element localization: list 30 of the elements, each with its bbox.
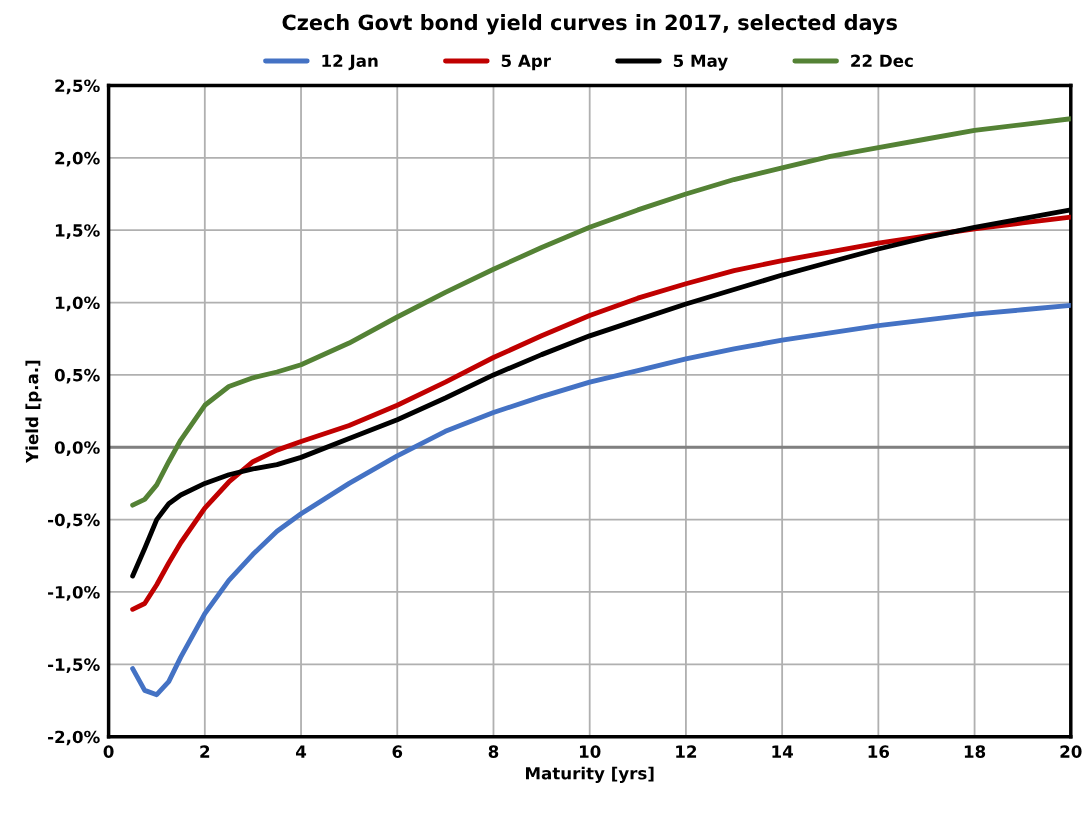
legend-label: 5 Apr [501, 54, 551, 71]
y-axis-title: Yield [p.a.] [25, 360, 42, 464]
x-tick-label: 16 [868, 745, 890, 758]
y-tick-label: -1,0% [48, 585, 100, 601]
x-tick-label: 8 [488, 745, 499, 758]
y-tick-label: 2,5% [55, 79, 100, 95]
x-axis-title: Maturity [yrs] [526, 766, 654, 783]
y-tick-label: -2,0% [48, 730, 100, 746]
y-tick-label: -1,5% [48, 658, 100, 674]
y-tick-label: 2,0% [55, 151, 100, 167]
chart-title: Czech Govt bond yield curves in 2017, selected days [282, 14, 897, 35]
legend-label: 22 Dec [851, 54, 913, 68]
x-tick-label: 12 [676, 745, 697, 758]
x-tick-label: 18 [964, 745, 986, 758]
x-tick-label: 2 [200, 745, 210, 758]
y-tick-label: 0,0% [54, 441, 100, 456]
x-tick-label: 10 [579, 745, 601, 758]
x-tick-label: 14 [772, 745, 793, 758]
line-series [130, 303, 1071, 698]
legend-label: 12 Jan [322, 54, 378, 71]
line-series [130, 116, 1071, 508]
y-tick-label: -0,5% [48, 513, 100, 529]
x-tick-label: 20 [1060, 745, 1082, 758]
x-tick-label: 0 [103, 745, 114, 758]
y-tick-label: 1,5% [55, 224, 100, 239]
y-tick-label: 0,5% [54, 368, 100, 384]
x-tick-label: 6 [392, 745, 403, 758]
x-tick-label: 4 [295, 745, 307, 758]
legend-label: 5 May [673, 54, 728, 71]
y-tick-label: 1,0% [55, 296, 100, 312]
